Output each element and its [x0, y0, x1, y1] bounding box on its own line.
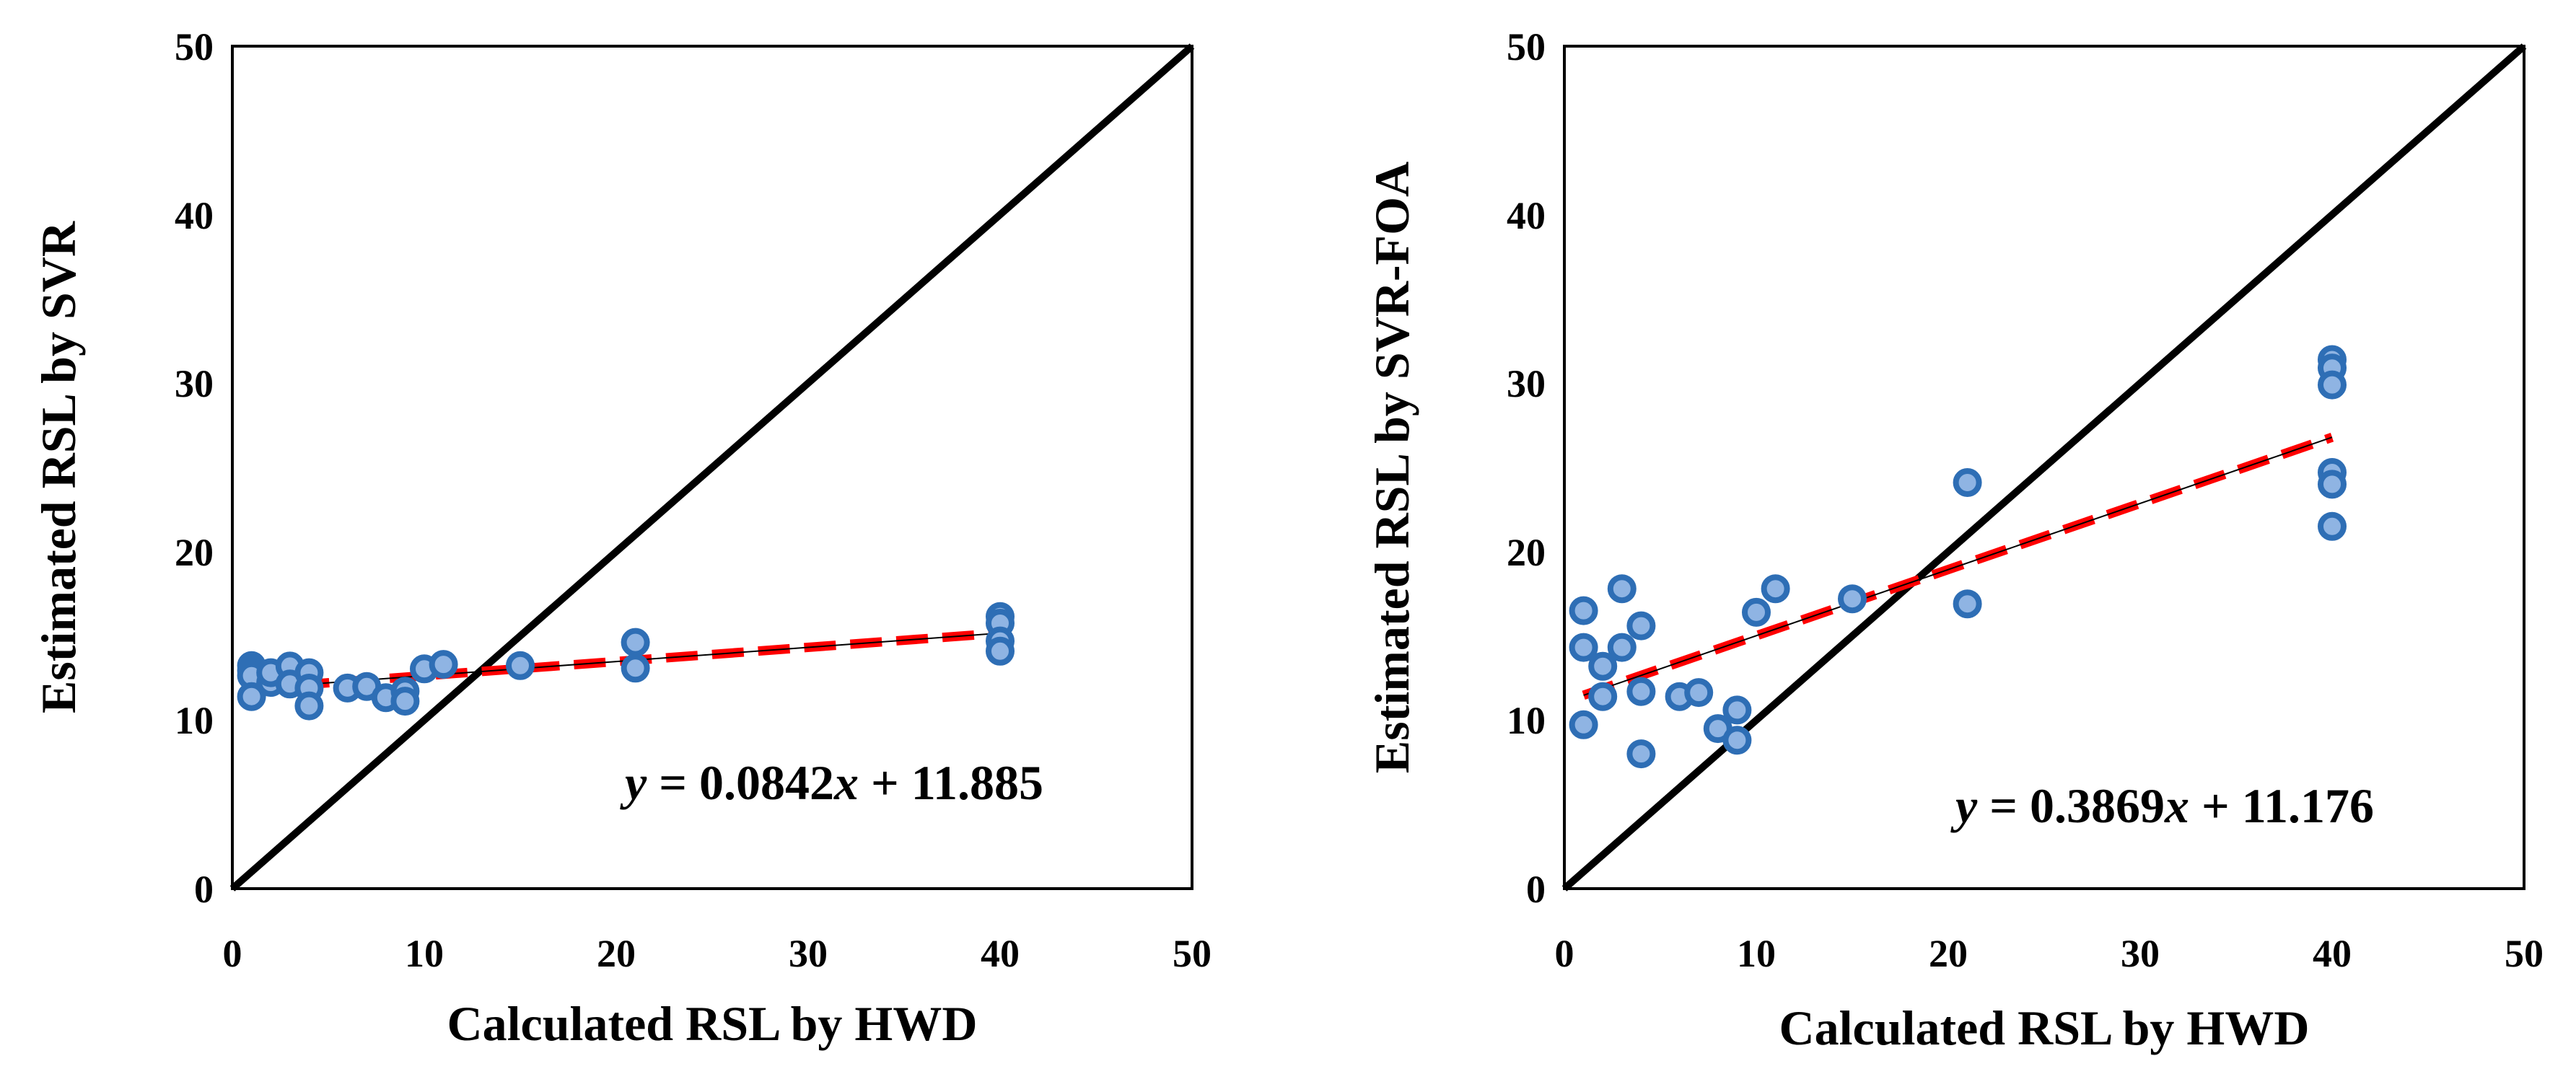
y-tick-label: 50 — [175, 25, 214, 69]
data-point — [2318, 511, 2347, 541]
data-point — [1569, 710, 1598, 739]
y-ticks-right: 0 10 20 30 40 50 — [1507, 25, 1546, 911]
y-ticks-left: 0 10 20 30 40 50 — [175, 25, 214, 911]
x-ticks-left: 0 10 20 30 40 50 — [223, 932, 1212, 975]
x-tick-label: 10 — [405, 932, 444, 975]
data-point — [1626, 739, 1656, 769]
y-axis-label-left: Estimated RSL by SVR — [31, 221, 86, 713]
data-point — [1742, 597, 1771, 627]
y-tick-label: 30 — [1507, 362, 1546, 405]
data-point — [1607, 633, 1637, 662]
y-tick-label: 20 — [1507, 531, 1546, 574]
x-tick-label: 50 — [1173, 932, 1212, 975]
y-tick-label: 30 — [175, 362, 214, 405]
data-point — [2318, 470, 2347, 499]
regression-thin-line-right — [1583, 436, 2333, 696]
regression-right — [1582, 433, 2334, 700]
data-point — [2318, 370, 2347, 400]
x-axis-label-left: Calculated RSL by HWD — [447, 996, 978, 1051]
identity-line-right — [1561, 43, 2527, 892]
data-point — [1722, 695, 1752, 725]
data-point — [1588, 682, 1618, 711]
data-point — [1569, 596, 1598, 625]
x-tick-label: 30 — [789, 932, 828, 975]
chart-left: 0 10 20 30 40 50 0 10 20 30 40 50 Calcul… — [31, 25, 1212, 1051]
data-point — [1953, 589, 1982, 619]
x-ticks-right: 0 10 20 30 40 50 — [1555, 932, 2544, 975]
data-point — [986, 636, 1015, 666]
data-point — [237, 682, 266, 711]
plot-area-left — [231, 45, 1193, 890]
x-tick-label: 10 — [1737, 932, 1776, 975]
x-tick-label: 40 — [981, 932, 1020, 975]
y-tick-label: 10 — [1507, 699, 1546, 742]
data-point — [1838, 584, 1867, 614]
data-point — [1953, 468, 1982, 497]
data-point — [1569, 633, 1598, 662]
equation-right: y = 0.3869x + 11.176 — [1950, 778, 2374, 833]
y-tick-label: 20 — [175, 531, 214, 574]
y-tick-label: 40 — [175, 194, 214, 237]
identity-line-left — [229, 43, 1195, 892]
data-point — [294, 691, 324, 721]
data-point — [1588, 651, 1618, 681]
x-tick-label: 40 — [2313, 932, 2352, 975]
data-point — [621, 653, 650, 683]
data-point — [1684, 678, 1714, 708]
data-point — [1607, 574, 1637, 604]
y-tick-label: 0 — [1526, 868, 1546, 911]
data-point — [1722, 726, 1752, 755]
data-point — [1626, 611, 1656, 641]
y-tick-label: 50 — [1507, 25, 1546, 69]
data-point — [429, 650, 458, 679]
data-point — [1761, 574, 1790, 604]
x-tick-label: 30 — [2121, 932, 2160, 975]
y-tick-label: 10 — [175, 699, 214, 742]
y-tick-label: 0 — [194, 868, 214, 911]
chart-right: 0 10 20 30 40 50 0 10 20 30 40 50 Calcul… — [1364, 25, 2544, 1055]
data-point — [390, 687, 420, 716]
x-tick-label: 0 — [223, 932, 242, 975]
points-right — [1569, 345, 2347, 769]
x-tick-label: 50 — [2505, 932, 2544, 975]
x-axis-label-right: Calculated RSL by HWD — [1779, 1000, 2310, 1055]
x-tick-label: 20 — [1929, 932, 1968, 975]
points-left — [237, 602, 1015, 721]
y-axis-label-right: Estimated RSL by SVR-FOA — [1364, 162, 1419, 773]
equation-left: y = 0.0842x + 11.885 — [620, 755, 1043, 810]
x-tick-label: 20 — [597, 932, 636, 975]
y-tick-label: 40 — [1507, 194, 1546, 237]
data-point — [1626, 677, 1656, 706]
data-point — [506, 651, 535, 680]
x-tick-label: 0 — [1555, 932, 1574, 975]
data-point — [621, 628, 650, 657]
plot-area-right — [1563, 45, 2525, 890]
